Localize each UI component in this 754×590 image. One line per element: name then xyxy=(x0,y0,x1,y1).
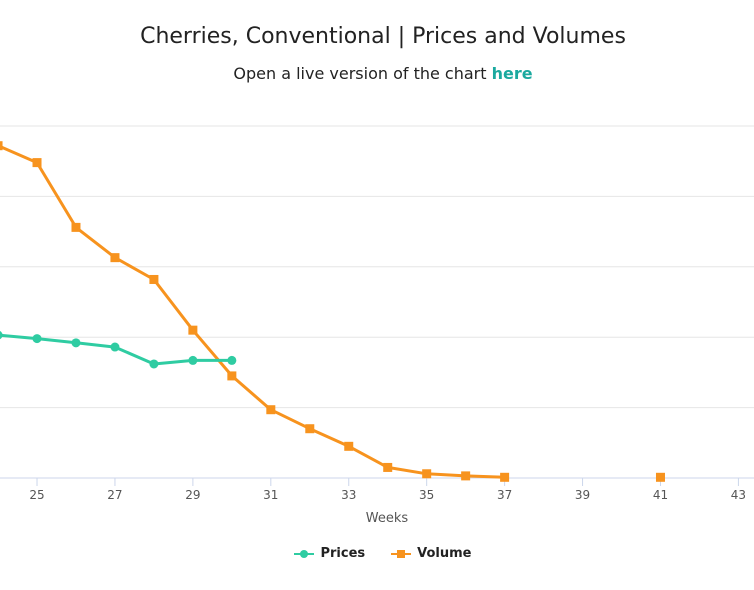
volume-point[interactable] xyxy=(110,253,120,263)
prices-point[interactable] xyxy=(32,334,42,344)
x-tick-label: 37 xyxy=(497,488,512,502)
legend-item-volume[interactable]: Volume xyxy=(391,546,472,561)
volume-point[interactable] xyxy=(227,371,237,381)
x-tick-label: 35 xyxy=(419,488,434,502)
volume-point[interactable] xyxy=(383,462,393,472)
x-tick-label: 25 xyxy=(29,488,44,502)
x-tick-label: 39 xyxy=(575,488,590,502)
volume-point[interactable] xyxy=(305,424,315,434)
x-axis-title: Weeks xyxy=(366,511,409,526)
chart-subtitle: Open a live version of the chart here xyxy=(0,64,754,83)
subtitle-text: Open a live version of the chart xyxy=(233,64,492,83)
x-axis: 25 27 29 31 33 35 37 39 41 43 xyxy=(0,477,754,502)
volume-point[interactable] xyxy=(422,469,432,479)
prices-point[interactable] xyxy=(110,342,120,352)
x-tick-label: 41 xyxy=(653,488,668,502)
volume-point[interactable] xyxy=(149,274,159,284)
series-volume xyxy=(0,141,665,482)
live-chart-link[interactable]: here xyxy=(491,64,533,83)
volume-line xyxy=(0,144,505,479)
prices-legend-icon xyxy=(294,548,315,560)
volume-point[interactable] xyxy=(32,158,42,168)
volume-point[interactable] xyxy=(500,472,510,482)
volume-point[interactable] xyxy=(266,405,276,415)
legend-item-prices[interactable]: Prices xyxy=(294,546,365,561)
chart-title: Cherries, Conventional | Prices and Volu… xyxy=(140,24,626,49)
grid-lines xyxy=(0,125,754,409)
volume-point[interactable] xyxy=(461,471,471,481)
legend-label-volume: Volume xyxy=(417,546,472,561)
volume-point[interactable] xyxy=(655,472,665,482)
volume-point[interactable] xyxy=(71,222,81,232)
x-tick-label: 43 xyxy=(731,488,746,502)
x-tick-label: 33 xyxy=(341,488,356,502)
x-tick-label: 31 xyxy=(263,488,278,502)
prices-point[interactable] xyxy=(0,331,3,340)
series-layer xyxy=(0,141,665,482)
volume-point[interactable] xyxy=(188,325,198,335)
prices-point[interactable] xyxy=(188,355,198,365)
volume-legend-icon xyxy=(391,548,412,560)
series-prices xyxy=(0,331,237,369)
prices-point[interactable] xyxy=(149,359,159,369)
x-tick-label: 29 xyxy=(185,488,200,502)
x-tick-label: 27 xyxy=(107,488,122,502)
prices-point[interactable] xyxy=(71,338,81,348)
volume-point[interactable] xyxy=(344,441,354,451)
prices-point[interactable] xyxy=(227,355,237,365)
volume-point[interactable] xyxy=(0,141,3,151)
legend: Prices Volume xyxy=(0,546,754,561)
legend-label-prices: Prices xyxy=(320,546,366,561)
